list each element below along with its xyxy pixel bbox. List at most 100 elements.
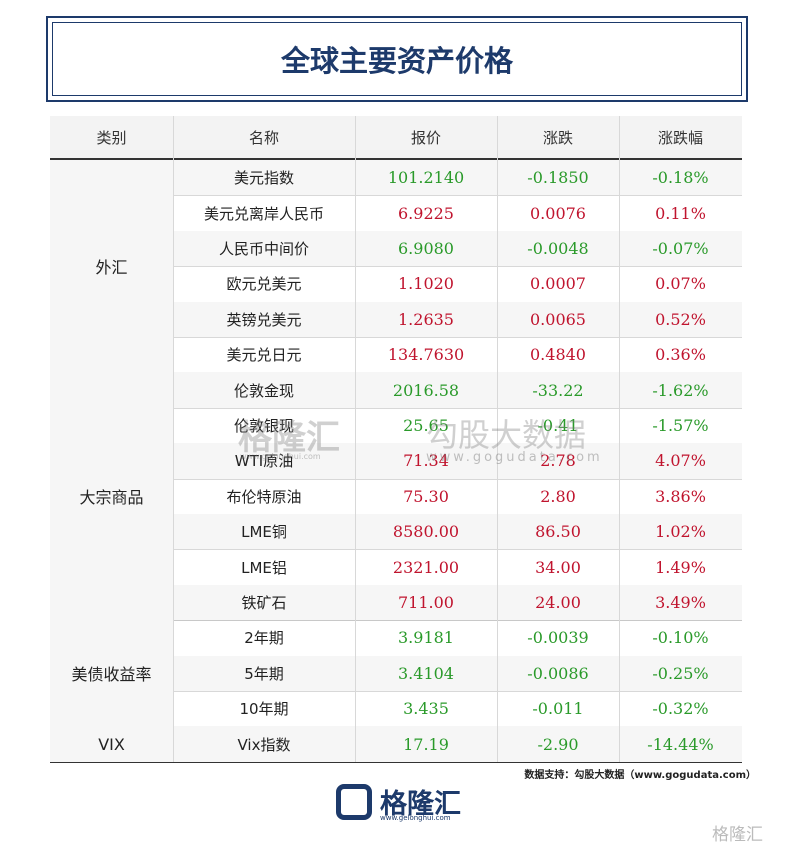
category-cell: 美债收益率 xyxy=(71,665,152,685)
category-bg xyxy=(50,372,173,621)
value-cell: -0.011 xyxy=(532,699,584,719)
asset-name: 伦敦金现 xyxy=(233,381,294,400)
value-cell: 71.34 xyxy=(403,451,449,471)
asset-name: 欧元兑美元 xyxy=(226,275,302,294)
value-cell: 0.4840 xyxy=(530,345,586,365)
header-cell: 类别 xyxy=(96,128,127,147)
value-cell: 3.86% xyxy=(655,486,706,506)
value-cell: 1.49% xyxy=(655,557,706,577)
value-cell: 1.2635 xyxy=(398,309,454,329)
header-cell: 报价 xyxy=(410,128,441,147)
value-cell: 3.435 xyxy=(403,699,449,719)
source-note: 数据支持：勾股大数据（www.gogudata.com） xyxy=(524,770,756,781)
asset-name: 10年期 xyxy=(239,700,289,719)
row-line xyxy=(173,691,742,692)
value-cell: 17.19 xyxy=(403,734,449,754)
value-cell: 2321.00 xyxy=(392,557,460,577)
row-bg xyxy=(173,372,742,408)
category-cell: VIX xyxy=(98,734,125,754)
table: 类别 名称 报价 涨跌 涨跌幅 外汇 美元指数 101.2140 -0.1850 -0.18% 美元… xyxy=(50,116,742,764)
logo-icon xyxy=(336,784,372,820)
category-cell: 大宗商品 xyxy=(79,488,144,508)
row-line xyxy=(173,478,742,480)
header-cell: 名称 xyxy=(248,128,279,147)
logo-name: 格隆汇 xyxy=(380,789,461,820)
col-line xyxy=(173,116,174,762)
value-cell: -0.1850 xyxy=(527,168,589,188)
value-cell: 25.65 xyxy=(403,415,449,435)
row-line xyxy=(173,337,742,338)
row-line xyxy=(173,407,742,409)
asset-name: 铁矿石 xyxy=(241,593,287,612)
value-cell: -0.32% xyxy=(652,699,709,719)
value-cell: -14.44% xyxy=(647,734,714,754)
asset-name: 美元指数 xyxy=(233,169,294,188)
value-cell: 2.80 xyxy=(540,486,576,506)
value-cell: -0.0086 xyxy=(527,663,589,683)
value-cell: -33.22 xyxy=(532,380,584,400)
logo-url: www.gelonghui.com xyxy=(380,814,451,822)
group-line xyxy=(50,761,742,763)
row-bg xyxy=(173,443,742,479)
group-line xyxy=(50,620,742,622)
value-cell: -0.18% xyxy=(652,168,709,188)
category-bg xyxy=(50,160,173,373)
value-cell: 6.9080 xyxy=(398,238,454,258)
row-bg xyxy=(173,655,742,691)
value-cell: 3.49% xyxy=(655,592,706,612)
watermark: 格隆汇 xyxy=(238,418,340,458)
row-bg xyxy=(173,301,742,337)
value-cell: -0.0039 xyxy=(527,628,589,648)
asset-name: Vix指数 xyxy=(237,735,291,754)
asset-name: LME铝 xyxy=(241,558,287,577)
value-cell: 0.36% xyxy=(655,345,706,365)
row-bg xyxy=(173,584,742,621)
value-cell: 0.0007 xyxy=(530,274,586,294)
value-cell: 75.30 xyxy=(403,486,449,506)
value-cell: 86.50 xyxy=(535,522,581,542)
header-rule xyxy=(50,158,742,160)
value-cell: 3.4104 xyxy=(398,663,454,683)
row-line xyxy=(173,549,742,551)
category-bg xyxy=(50,620,173,727)
value-cell: 24.00 xyxy=(535,592,581,612)
asset-name: LME铜 xyxy=(241,523,287,542)
row-line xyxy=(173,195,742,197)
header-cell: 涨跌 xyxy=(542,128,573,147)
asset-name: 2年期 xyxy=(244,629,284,648)
row-bg xyxy=(173,514,742,550)
asset-name: 英镑兑美元 xyxy=(226,310,302,329)
value-cell: 6.9225 xyxy=(398,203,454,223)
value-cell: 1.02% xyxy=(655,522,706,542)
category-bg xyxy=(50,726,173,762)
value-cell: -0.41 xyxy=(537,415,579,435)
row-bg xyxy=(173,160,742,196)
row-line xyxy=(173,266,742,268)
col-line xyxy=(497,116,498,762)
value-cell: 2.78 xyxy=(540,451,576,471)
corner-watermark: 格隆汇 xyxy=(712,825,763,845)
value-cell: 8580.00 xyxy=(392,522,460,542)
watermark-url: www.gelonghui.com xyxy=(240,452,321,461)
asset-name: 布伦特原油 xyxy=(226,487,302,506)
value-cell: -0.10% xyxy=(652,628,709,648)
value-cell: -1.57% xyxy=(652,415,709,435)
value-cell: 34.00 xyxy=(535,557,581,577)
value-cell: -0.0048 xyxy=(527,238,589,258)
value-cell: 101.2140 xyxy=(387,168,465,188)
value-cell: -0.25% xyxy=(652,663,709,683)
title-frame xyxy=(46,16,748,102)
value-cell: 0.0065 xyxy=(530,309,586,329)
value-cell: 711.00 xyxy=(398,592,454,612)
value-cell: -0.07% xyxy=(652,238,709,258)
header-cell: 涨跌幅 xyxy=(657,128,703,147)
header-bg xyxy=(50,116,742,158)
watermark-url: www.gogudata.com xyxy=(426,450,603,465)
value-cell: -2.90 xyxy=(537,734,579,754)
value-cell: 4.07% xyxy=(655,451,706,471)
asset-name: 伦敦银现 xyxy=(233,416,294,435)
asset-name: 5年期 xyxy=(244,664,284,683)
value-cell: 0.0076 xyxy=(530,203,586,223)
asset-name: WTI原油 xyxy=(234,452,294,471)
